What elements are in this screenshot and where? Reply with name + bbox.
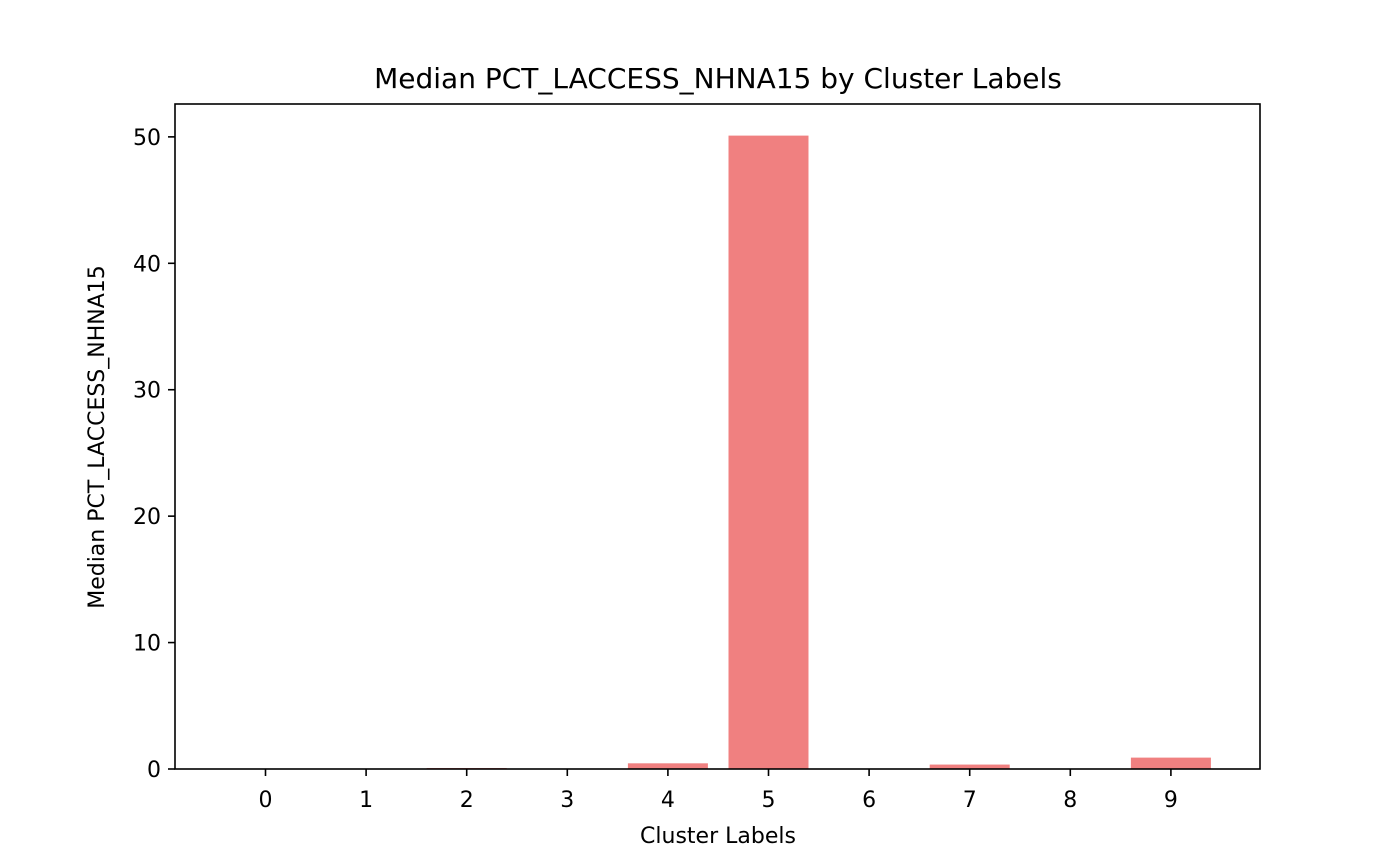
- y-tick-label: 20: [133, 505, 161, 530]
- bar-cluster-9: [1130, 757, 1211, 769]
- bar-cluster-5: [728, 135, 809, 770]
- y-axis-label: Median PCT_LACCESS_NHNA15: [85, 265, 110, 609]
- bar-cluster-7: [929, 764, 1010, 769]
- bar-cluster-4: [627, 763, 708, 769]
- bars-group: [426, 135, 1211, 770]
- x-tick-label: 8: [1063, 788, 1077, 813]
- y-tick-label: 30: [133, 379, 161, 404]
- y-tick-label: 50: [133, 126, 161, 151]
- x-tick-label: 4: [661, 788, 675, 813]
- x-tick-label: 0: [259, 788, 273, 813]
- x-tick-label: 7: [963, 788, 977, 813]
- chart-title: Median PCT_LACCESS_NHNA15 by Cluster Lab…: [374, 62, 1062, 95]
- y-tick-label: 40: [133, 252, 161, 277]
- y-tick-label: 0: [147, 758, 161, 783]
- x-tick-label: 5: [762, 788, 776, 813]
- y-axis: 0 10 20 30 40 50: [133, 126, 175, 783]
- x-tick-label: 9: [1164, 788, 1178, 813]
- x-tick-label: 3: [560, 788, 574, 813]
- x-tick-label: 1: [359, 788, 373, 813]
- x-tick-label: 6: [862, 788, 876, 813]
- x-axis: 0 1 2 3 4 5 6 7 8 9: [259, 769, 1178, 813]
- y-tick-label: 10: [133, 632, 161, 657]
- x-axis-label: Cluster Labels: [640, 824, 796, 849]
- x-tick-label: 2: [460, 788, 474, 813]
- plot-frame: [174, 103, 1261, 770]
